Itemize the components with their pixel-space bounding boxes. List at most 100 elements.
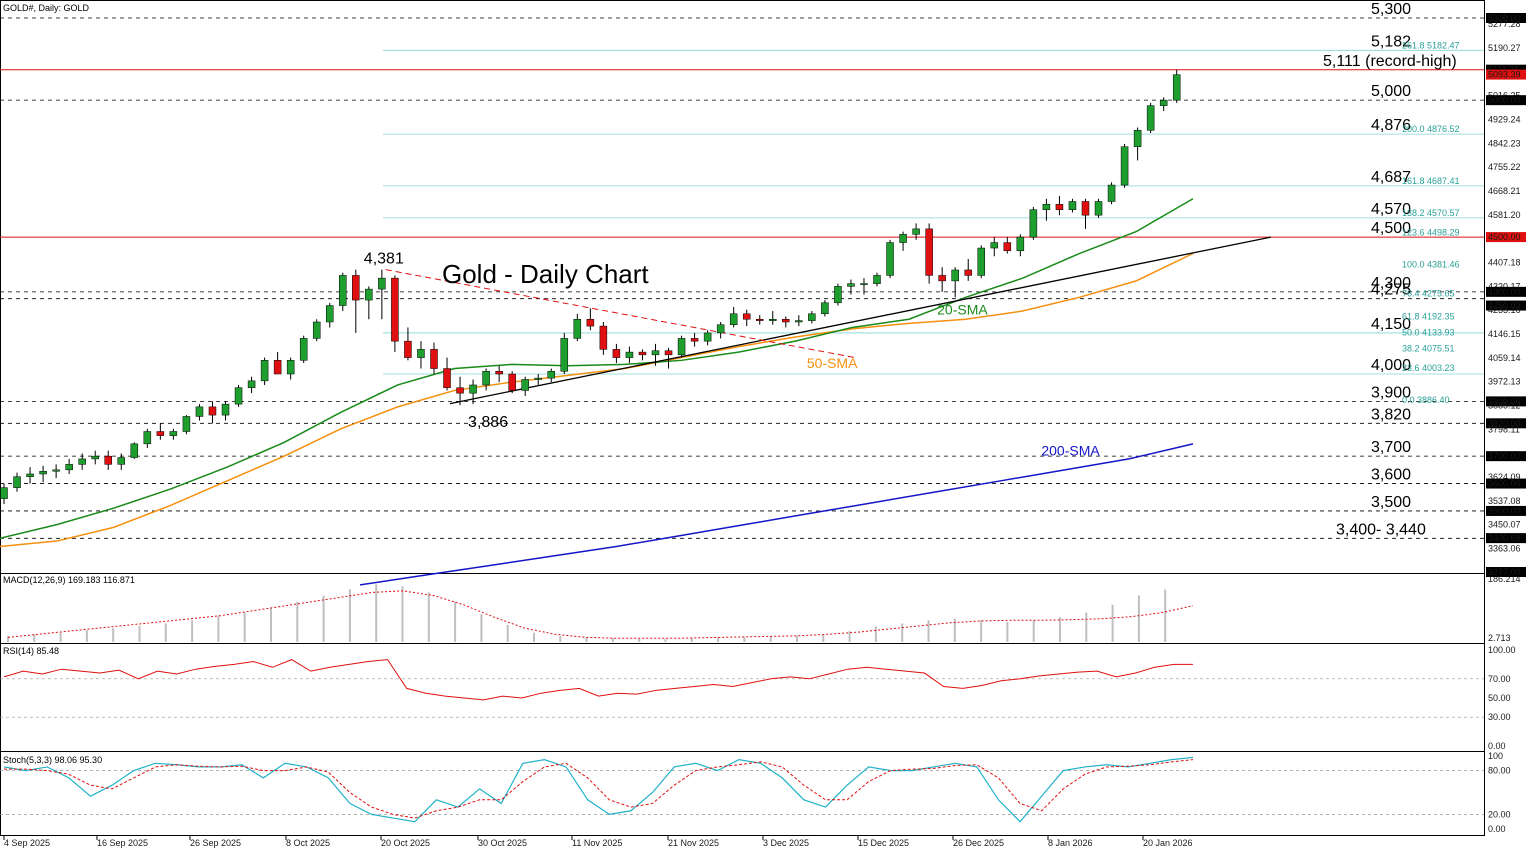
level-label: 5,182 [1371, 33, 1411, 50]
candle-body [1094, 201, 1103, 216]
candle-body [247, 380, 256, 388]
candle-body [599, 325, 608, 350]
candle-body [1055, 203, 1064, 210]
level-label: 4,500 [1371, 220, 1411, 237]
candle-body [273, 360, 282, 375]
price-tag [1486, 286, 1526, 297]
candle-body [443, 368, 451, 388]
candle-body [873, 275, 881, 284]
price-tick-label: 3500.00 [1488, 506, 1521, 516]
level-label: 3,700 [1371, 439, 1411, 456]
price-tag [1486, 396, 1526, 407]
candle-body [404, 340, 412, 358]
level-label: 3,820 [1371, 406, 1411, 423]
candle-body [312, 321, 321, 339]
price-tick-label: 3277.00 [1488, 567, 1521, 577]
candle-body [925, 228, 933, 276]
rsi-panel: 100.00 70.00 50.00 30.00 0.00 [0, 645, 1516, 751]
date-label: 26 Dec 2025 [953, 838, 1004, 848]
candle-body [143, 431, 152, 445]
date-label: 3 Dec 2025 [763, 838, 809, 848]
annotation-label: 200-SMA [1041, 443, 1100, 459]
date-label: 8 Oct 2025 [286, 838, 330, 848]
candle-body [417, 349, 425, 358]
candle-body [729, 313, 738, 325]
horizontal-levels [0, 17, 1484, 539]
macd-tick: 2.713 [1488, 633, 1511, 643]
candle-body [0, 487, 8, 499]
price-tick-label: 3820.00 [1488, 418, 1521, 428]
price-tick-label: 5000.00 [1488, 95, 1521, 105]
candle-body [560, 338, 569, 372]
candle-body [39, 470, 47, 475]
candle-body [808, 313, 816, 321]
candle-body [716, 324, 725, 334]
chart-title: Gold - Daily Chart [442, 259, 649, 289]
date-label: 20 Oct 2025 [381, 838, 430, 848]
date-label: 16 Sep 2025 [97, 838, 148, 848]
candle-body [977, 247, 985, 276]
candle-body [482, 371, 490, 386]
date-label: 4 Sep 2025 [4, 838, 50, 848]
date-label: 15 Dec 2025 [858, 838, 909, 848]
candle-body [860, 283, 868, 285]
level-label: 4,300 [1371, 275, 1411, 292]
stoch-tick: 20.00 [1488, 809, 1511, 819]
date-label: 30 Oct 2025 [478, 838, 527, 848]
price-tick-label: 4842.23 [1488, 138, 1521, 148]
price-tick-label: 4668.21 [1488, 186, 1521, 196]
candle-body [886, 242, 894, 276]
fib-label: 38.2 4075.51 [1402, 343, 1455, 353]
candle-body [1042, 203, 1051, 210]
level-label: 4,876 [1371, 117, 1411, 134]
candle-body [638, 351, 647, 356]
level-label: 5,111 (record-high) [1323, 53, 1457, 70]
price-tick-label: 4929.24 [1488, 115, 1521, 125]
candle-body [339, 275, 347, 306]
candle-body [586, 318, 595, 327]
candle-body [365, 288, 373, 301]
level-labels: 5,300 5,182 5,111 (record-high) 5,000 4,876 4… [1323, 1, 1460, 538]
candle-body [286, 360, 295, 375]
candle-body [508, 373, 516, 391]
candle-body [847, 283, 855, 287]
candle-body [834, 286, 842, 304]
candle-body [495, 371, 503, 375]
date-label: 8 Jan 2026 [1048, 838, 1093, 848]
macd-panel-frame [0, 573, 1485, 644]
candle-body [352, 275, 360, 301]
fib-label: 23.6 4003.23 [1402, 363, 1455, 373]
fib-label: 161.8 4687.41 [1402, 176, 1460, 186]
candle-body [169, 431, 178, 436]
candle-body [534, 377, 542, 380]
price-tick-label: 3450.07 [1488, 520, 1521, 530]
price-tag [1486, 69, 1526, 80]
candle-body [13, 476, 21, 488]
rsi-tick: 30.00 [1488, 712, 1511, 722]
candlesticks [0, 69, 1181, 505]
price-tag [1486, 95, 1526, 106]
candle-body [78, 458, 86, 465]
level-label: 4,687 [1371, 169, 1411, 186]
price-tick-label: 3537.08 [1488, 496, 1521, 506]
candle-body [938, 275, 946, 282]
price-tick-label: 3363.06 [1488, 543, 1521, 553]
price-tick-label: 4146.15 [1488, 329, 1521, 339]
stoch-panel: 100 80.00 20.00 0.00 [0, 751, 1511, 834]
rsi-title: RSI(14) 85.48 [3, 646, 59, 656]
candle-body [912, 228, 920, 235]
candle-body [612, 349, 621, 358]
level-label: 3,400- 3,440 [1336, 521, 1426, 538]
candle-body [742, 313, 751, 320]
macd-panel: 186.214 2.713 [7, 574, 1521, 643]
fib-label: 76.4 4275.65 [1402, 289, 1455, 299]
candle-body [91, 455, 99, 460]
level-label: 4,000 [1371, 357, 1411, 374]
axes: 4 Sep 2025 16 Sep 2025 26 Sep 2025 8 Oct 20… [3, 13, 1526, 848]
fib-label: 100.0 4381.46 [1402, 260, 1460, 270]
candle-body [951, 269, 959, 282]
price-tick-label: 4250.00 [1488, 301, 1521, 311]
price-tick-label: 3900.00 [1488, 396, 1521, 406]
candle-body [1107, 184, 1116, 202]
